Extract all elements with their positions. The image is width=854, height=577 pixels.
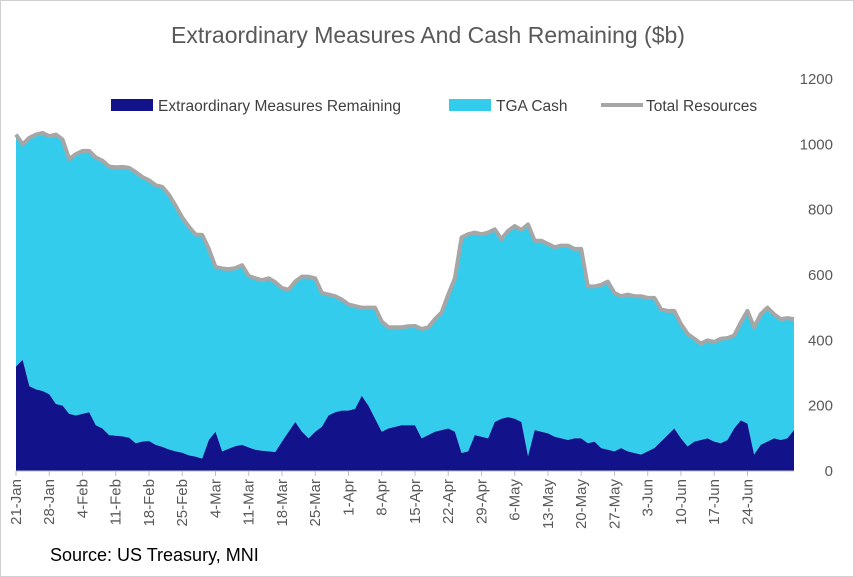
chart-title: Extraordinary Measures And Cash Remainin… [171, 22, 685, 48]
legend-label-extraordinary: Extraordinary Measures Remaining [158, 98, 401, 115]
area-tga-cash [16, 132, 794, 459]
y-tick-label: 1000 [800, 136, 833, 153]
x-tick-label: 1-Apr [340, 479, 357, 516]
line-total-resources [14, 130, 795, 346]
y-tick-label: 1200 [800, 71, 833, 88]
x-tick-label: 27-May [606, 479, 623, 530]
x-tick-label: 29-Apr [473, 479, 490, 524]
legend-label-total: Total Resources [646, 98, 757, 115]
legend-label-tga: TGA Cash [496, 98, 568, 115]
x-tick-label: 4-Feb [74, 479, 91, 518]
legend-swatch-extraordinary [111, 99, 153, 111]
y-tick-label: 600 [808, 267, 833, 284]
y-tick-label: 800 [808, 202, 833, 219]
y-tick-label: 0 [825, 463, 833, 480]
x-tick-label: 20-May [573, 479, 590, 530]
legend: Extraordinary Measures Remaining TGA Cas… [111, 98, 757, 115]
x-tick-label: 22-Apr [440, 479, 457, 524]
x-tick-label: 18-Feb [141, 479, 158, 527]
x-tick-label: 13-May [540, 479, 557, 530]
x-tick-label: 6-May [507, 479, 524, 521]
y-axis: 0 200 400 600 800 1000 1200 [800, 71, 833, 480]
x-tick-label: 3-Jun [640, 479, 657, 517]
x-tick-label: 15-Apr [407, 479, 424, 524]
x-tick-label: 10-Jun [673, 479, 690, 525]
x-tick-label: 21-Jan [8, 479, 25, 525]
legend-swatch-tga [449, 99, 491, 111]
y-tick-label: 400 [808, 332, 833, 349]
x-tick-label: 24-Jun [739, 479, 756, 525]
x-tick-label: 25-Mar [307, 479, 324, 527]
x-tick-label: 4-Mar [207, 479, 224, 518]
x-tick-label: 8-Apr [374, 479, 391, 516]
x-tick-label: 28-Jan [41, 479, 58, 525]
x-axis: 21-Jan 28-Jan 4-Feb 11-Feb 18-Feb 25-Feb 4-Mar… [8, 471, 756, 529]
x-tick-label: 11-Mar [241, 479, 258, 525]
plot-area [14, 130, 795, 472]
x-tick-label: 11-Feb [108, 479, 125, 525]
x-tick-label: 25-Feb [174, 479, 191, 527]
x-tick-label: 17-Jun [706, 479, 723, 525]
source-note: Source: US Treasury, MNI [50, 545, 259, 565]
y-tick-label: 200 [808, 398, 833, 415]
x-tick-label: 18-Mar [274, 479, 291, 527]
area-extraordinary-measures [16, 359, 794, 471]
